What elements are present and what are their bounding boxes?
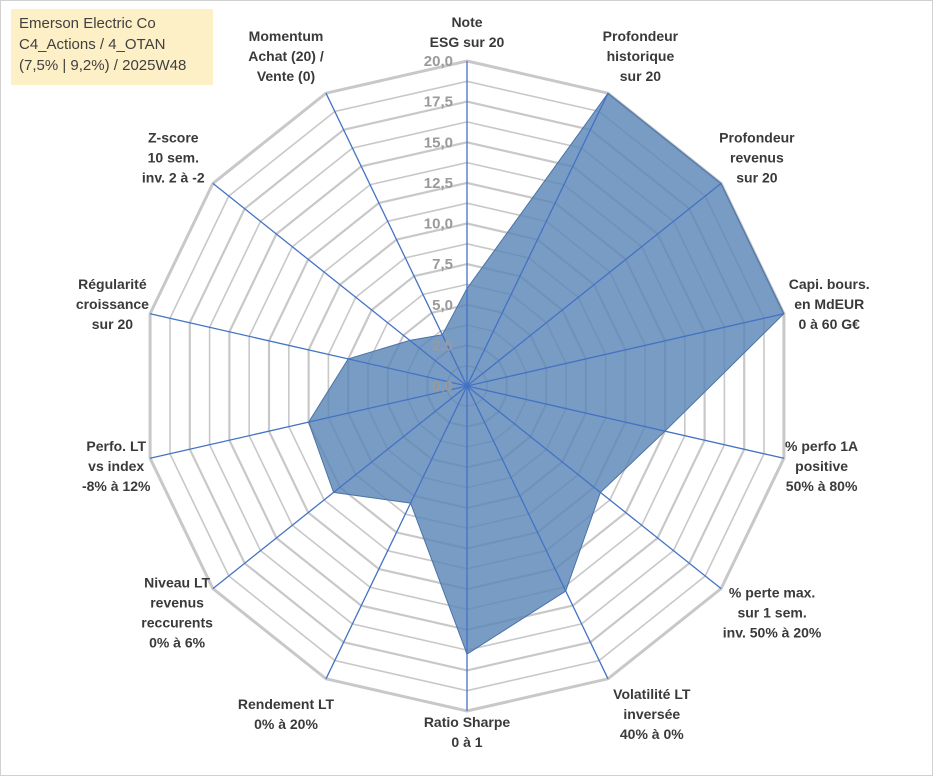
- chart-title-line-3: (7,5% | 9,2%) / 2025W48: [19, 57, 187, 74]
- axis-spoke: [212, 182, 468, 387]
- axis-label-line: reccurents: [141, 615, 213, 631]
- tick-label: 2,5: [432, 337, 453, 354]
- axis-label: Niveau LT revenus reccurents 0% à 6%: [141, 575, 213, 651]
- axis-label-line: Ratio Sharpe: [424, 714, 511, 730]
- axis-spoke: [325, 385, 468, 680]
- axis-label-line: 0% à 20%: [254, 716, 318, 732]
- axis-label: Ratio Sharpe 0 à 1: [424, 714, 511, 750]
- axis-label-line: Note: [451, 14, 482, 30]
- tick-label: 10,0: [424, 216, 453, 233]
- axis-label: Profondeur historique sur 20: [603, 28, 679, 84]
- tick-label: 0,0: [432, 378, 453, 395]
- axis-label-line: 10 sem.: [148, 149, 199, 165]
- tick-label: 17,5: [424, 94, 453, 111]
- axis-label: % perfo 1A positive 50% à 80%: [785, 438, 858, 494]
- axis-label-line: -8% à 12%: [82, 478, 151, 494]
- axis-label-line: 0 à 60 G€: [798, 316, 860, 332]
- axis-spoke: [466, 313, 785, 387]
- axis-label-line: Profondeur: [719, 129, 795, 145]
- axis-label-line: en MdEUR: [794, 296, 864, 312]
- axis-label-line: historique: [607, 48, 675, 64]
- axis-label-line: % perfo 1A: [785, 438, 858, 454]
- axis-label: Rendement LT 0% à 20%: [238, 696, 335, 732]
- axis-label: % perte max. sur 1 sem. inv. 50% à 20%: [723, 585, 822, 641]
- axis-spoke: [466, 182, 722, 387]
- axis-spoke: [149, 313, 468, 387]
- axis-spoke: [325, 92, 468, 387]
- axis-label-line: revenus: [150, 595, 204, 611]
- axis-label-line: Achat (20) /: [248, 48, 324, 64]
- axis-label-line: sur 20: [92, 316, 133, 332]
- axis-label-line: Niveau LT: [144, 575, 210, 591]
- axis-label-line: inv. 50% à 20%: [723, 625, 822, 641]
- axis-label-line: sur 20: [736, 169, 777, 185]
- axis-label-line: inversée: [623, 706, 680, 722]
- axis-label-line: revenus: [730, 149, 784, 165]
- axis-label-line: 0% à 6%: [149, 635, 206, 651]
- axis-label: Perfo. LT vs index -8% à 12%: [82, 438, 151, 494]
- axis-spoke: [149, 385, 468, 459]
- axis-label: Note ESG sur 20: [430, 14, 505, 50]
- axis-label-line: Régularité: [78, 276, 147, 292]
- axis-spoke: [466, 385, 785, 459]
- axis-label: Z-score 10 sem. inv. 2 à -2: [142, 129, 205, 185]
- axis-label: Momentum Achat (20) / Vente (0): [248, 28, 324, 84]
- chart-title-box: Emerson Electric Co C4_Actions / 4_OTAN …: [11, 9, 213, 85]
- axis-label-line: sur 1 sem.: [737, 605, 806, 621]
- axis-label-line: ESG sur 20: [430, 34, 505, 50]
- axis-label-line: 0 à 1: [451, 734, 482, 750]
- axis-label-line: Z-score: [148, 129, 199, 145]
- axis-label-line: vs index: [88, 458, 144, 474]
- axis-label-line: % perte max.: [729, 585, 815, 601]
- axis-label-line: 40% à 0%: [620, 726, 684, 742]
- axis-label-line: Profondeur: [603, 28, 679, 44]
- axis-label-line: Volatilité LT: [613, 686, 691, 702]
- tick-label: 12,5: [424, 175, 453, 192]
- chart-title-line-1: Emerson Electric Co: [19, 15, 156, 32]
- tick-label: 15,0: [424, 134, 453, 151]
- axis-label-line: Capi. bours.: [789, 276, 870, 292]
- axis-label-line: sur 20: [620, 68, 661, 84]
- axis-spoke: [466, 385, 722, 590]
- axis-label-line: 50% à 80%: [786, 478, 858, 494]
- axis-label-line: Rendement LT: [238, 696, 335, 712]
- axis-label-line: croissance: [76, 296, 149, 312]
- axis-label: Capi. bours. en MdEUR 0 à 60 G€: [789, 276, 870, 332]
- axis-label: Profondeur revenus sur 20: [719, 129, 795, 185]
- axis-label-line: Momentum: [249, 28, 324, 44]
- axis-label-line: Perfo. LT: [86, 438, 146, 454]
- axis-spoke: [466, 385, 609, 680]
- tick-label: 20,0: [424, 53, 453, 70]
- axis-spoke: [212, 385, 468, 590]
- axis-label: Volatilité LT inversée 40% à 0%: [613, 686, 691, 742]
- tick-label: 5,0: [432, 297, 453, 314]
- chart-title-line-2: C4_Actions / 4_OTAN: [19, 36, 166, 53]
- axis-label-line: positive: [795, 458, 848, 474]
- axis-spoke: [466, 92, 609, 387]
- tick-label: 7,5: [432, 256, 453, 273]
- axis-label-line: inv. 2 à -2: [142, 169, 205, 185]
- axis-label-line: Vente (0): [257, 68, 315, 84]
- axis-label: Régularité croissance sur 20: [76, 276, 149, 332]
